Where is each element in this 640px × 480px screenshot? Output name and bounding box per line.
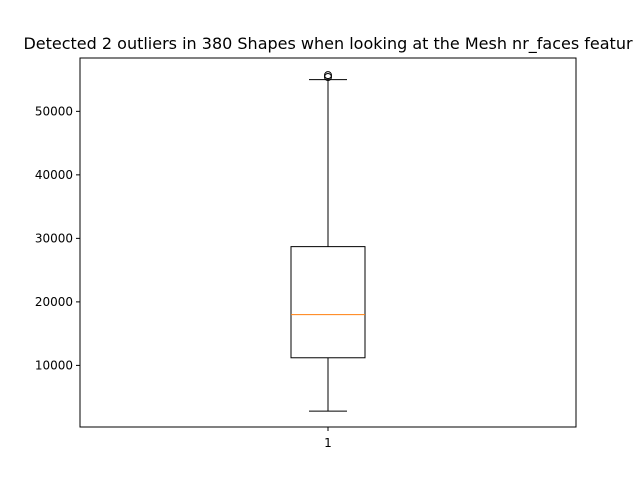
y-tick-label: 50000 bbox=[35, 104, 73, 118]
box-marks bbox=[290, 71, 366, 412]
x-axis: 1 bbox=[324, 427, 332, 450]
y-tick-label: 30000 bbox=[35, 231, 73, 245]
chart-title: Detected 2 outliers in 380 Shapes when l… bbox=[23, 34, 633, 53]
y-tick-label: 10000 bbox=[35, 358, 73, 372]
y-axis: 10000 20000 30000 40000 50000 bbox=[35, 104, 80, 372]
outlier-point bbox=[324, 71, 332, 80]
iqr-box bbox=[290, 246, 366, 359]
y-tick-label: 20000 bbox=[35, 295, 73, 309]
y-tick-label: 40000 bbox=[35, 168, 73, 182]
x-tick-label: 1 bbox=[324, 436, 332, 450]
